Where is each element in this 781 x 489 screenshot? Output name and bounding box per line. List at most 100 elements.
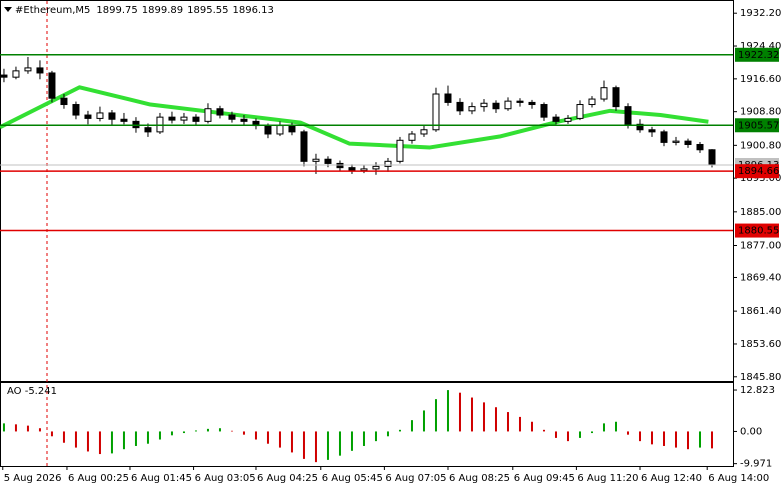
ao-bar (26, 425, 29, 432)
ao-bar (254, 431, 257, 440)
ao-bar (122, 431, 125, 450)
ao-bar (422, 410, 425, 432)
y-tick-label: 1877.00 (740, 240, 781, 251)
ao-bar (650, 431, 653, 445)
candle-body (276, 125, 284, 135)
ao-frame (0, 382, 734, 467)
ao-bar (434, 399, 437, 432)
candle-body (12, 70, 20, 78)
candle-body (144, 127, 152, 133)
candle-body (672, 140, 680, 143)
ao-bar (662, 431, 665, 446)
ao-bar (506, 412, 509, 432)
ao-bar (518, 416, 521, 432)
candle-body (180, 116, 188, 121)
level-label: 1880.55 (738, 226, 779, 237)
candle-body (204, 108, 212, 122)
ao-bar (566, 431, 569, 442)
candle-body (588, 98, 596, 106)
x-tick-label: 6 Aug 08:25 (449, 473, 510, 484)
ao-bar (530, 421, 533, 432)
ao-bar (350, 431, 353, 451)
candle-body (300, 131, 308, 162)
x-tick-label: 6 Aug 05:45 (322, 473, 383, 484)
candle-body (72, 104, 80, 116)
level-box (735, 223, 779, 238)
ao-bar (182, 431, 185, 434)
x-tick-label: 6 Aug 14:00 (708, 473, 769, 484)
ao-bar (62, 431, 65, 443)
candle-body (108, 112, 116, 120)
ao-bar (146, 431, 149, 444)
candle-body (48, 72, 56, 99)
moving-average (0, 85, 709, 150)
candle-body (552, 116, 560, 122)
candle-body (468, 106, 476, 112)
ao-bar (470, 397, 473, 432)
candle-body (600, 87, 608, 100)
x-tick-label: 6 Aug 03:05 (195, 473, 256, 484)
y-tick-label: 1908.80 (740, 107, 781, 118)
symbol: #Ethereum,M5 (15, 5, 90, 16)
candle-body (564, 117, 572, 122)
candle-body (648, 129, 656, 133)
candle-body (216, 108, 224, 116)
ao-bar (230, 430, 233, 432)
ao-bar (158, 431, 161, 440)
level-label: 1905.57 (738, 120, 779, 131)
ao-bar (590, 431, 593, 434)
candle-body (288, 125, 296, 133)
ao-bar (494, 407, 497, 432)
candle-body (84, 114, 92, 119)
candle-body (492, 102, 500, 110)
y-tick-label: 0.00 (740, 426, 762, 437)
ao-bar (614, 421, 617, 432)
y-tick-label: 1916.60 (740, 74, 781, 85)
candle-body (528, 101, 536, 106)
ao-bar (170, 431, 173, 436)
ao-bar (710, 431, 713, 449)
ao-bar (2, 423, 5, 432)
x-tick-label: 6 Aug 00:25 (68, 473, 129, 484)
ao-bar (698, 431, 701, 448)
x-tick-label: 5 Aug 2026 (4, 473, 62, 484)
candle-body (708, 149, 716, 166)
candle-body (372, 165, 380, 170)
last-low: 1895.55 (187, 5, 228, 16)
menu-icon (4, 7, 12, 12)
ao-bar (86, 431, 89, 452)
candle-body (696, 143, 704, 151)
ao-bar (338, 431, 341, 456)
ao-bar (386, 431, 389, 437)
ao-bar (206, 428, 209, 432)
candle-body (264, 125, 272, 135)
level-box (735, 118, 779, 133)
ao-bar (314, 431, 317, 463)
ao-bar (374, 431, 377, 442)
candle-body (228, 114, 236, 120)
ao-bar (458, 392, 461, 432)
y-tick-label: 1869.40 (740, 272, 781, 283)
candle-body (192, 116, 200, 122)
ao-bar (326, 431, 329, 460)
candle-body (660, 131, 668, 143)
ao-bar (362, 431, 365, 446)
last-close: 1896.13 (232, 5, 273, 16)
y-tick-label: 1885.00 (740, 207, 781, 218)
y-tick-label: 1893.00 (740, 173, 781, 184)
x-tick-label: 6 Aug 07:05 (385, 473, 446, 484)
ao-bar (578, 431, 581, 438)
y-tick-label: 1861.40 (740, 306, 781, 317)
candle-body (576, 104, 584, 119)
candle-body (420, 129, 428, 135)
candle-body (540, 104, 548, 118)
ao-bar (266, 431, 269, 444)
level-label: 1922.32 (738, 50, 779, 61)
y-tick-label: 1853.60 (740, 339, 781, 350)
ao-bar (50, 431, 53, 437)
level-label: 1894.66 (738, 166, 779, 177)
ao-bar (242, 431, 245, 435)
main-frame (0, 0, 734, 382)
candle-body (516, 100, 524, 103)
